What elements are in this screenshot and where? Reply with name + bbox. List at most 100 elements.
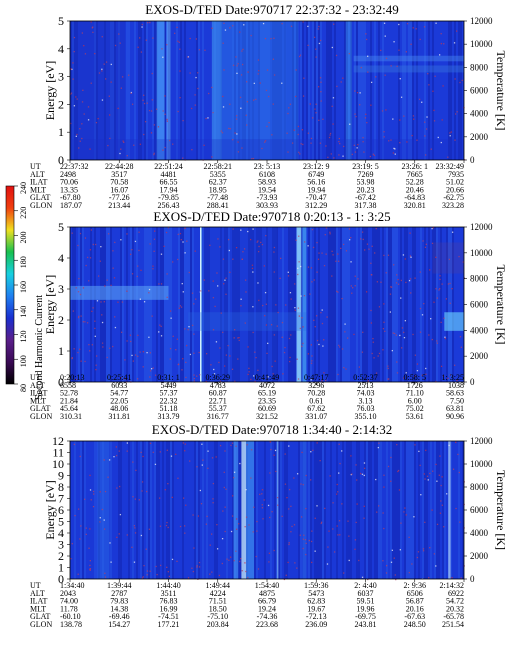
speckle (207, 467, 209, 469)
ephemeris-cell: 2498 (60, 170, 76, 179)
spectrogram-stripe (366, 441, 368, 579)
ephemeris-cell: 66.79 (258, 597, 276, 606)
speckle (359, 472, 362, 475)
speckle (143, 133, 145, 136)
y-right-tick-label: 4000 (470, 528, 489, 538)
spectrogram-stripe (166, 227, 168, 382)
speckle (119, 42, 121, 44)
speckle (289, 356, 291, 359)
spectrogram-stripe (264, 441, 266, 579)
speckle (191, 324, 194, 327)
speckle (296, 358, 298, 360)
speckle (397, 283, 400, 285)
ephemeris-cell: -77.26 (109, 193, 130, 202)
speckle (120, 87, 122, 89)
speckle (198, 351, 200, 354)
speckle (362, 136, 364, 139)
speckle (267, 342, 269, 345)
ephemeris-cell: 331.07 (305, 412, 327, 421)
speckle (435, 463, 437, 466)
spectrogram-stripe (196, 21, 198, 160)
speckle (268, 95, 270, 98)
speckle (254, 351, 256, 353)
spectrogram-stripe (98, 21, 100, 160)
speckle (335, 54, 338, 57)
speckle (119, 152, 121, 155)
speckle (338, 344, 340, 347)
ephemeris-cell: 54.77 (110, 389, 128, 398)
speckle (155, 565, 157, 568)
speckle (195, 298, 197, 300)
spectrogram-stripe (116, 441, 118, 579)
spectrogram-stripe (376, 441, 378, 579)
spectrogram-stripe (372, 227, 374, 382)
speckle (309, 103, 311, 105)
speckle (124, 378, 126, 380)
spectrogram-stripe (360, 441, 362, 579)
speckle (233, 329, 236, 331)
speckle (237, 337, 239, 339)
speckle (107, 476, 109, 478)
ephemeris-cell: 18.95 (209, 185, 227, 194)
spectrogram-stripe (228, 441, 230, 579)
speckle (456, 379, 458, 382)
spectrogram-stripe (380, 441, 382, 579)
speckle (410, 292, 412, 294)
speckle (177, 110, 179, 113)
speckle (153, 250, 155, 253)
speckle (159, 525, 162, 527)
spectrogram-stripe (104, 227, 106, 382)
speckle (79, 538, 81, 540)
spectrogram-hband (353, 65, 464, 73)
spectrogram-stripe (268, 441, 270, 579)
speckle (307, 266, 310, 268)
speckle (159, 324, 161, 326)
spectrogram-stripe (100, 227, 102, 382)
speckle (110, 561, 112, 563)
speckle (294, 283, 296, 285)
spectrogram-stripe (116, 21, 118, 160)
speckle (331, 105, 333, 107)
spectrogram-stripe (372, 21, 374, 160)
speckle (284, 453, 286, 455)
spectrogram-stripe (306, 227, 308, 382)
speckle (421, 374, 423, 376)
speckle (72, 78, 74, 80)
speckle (277, 504, 279, 506)
spectrogram-band (200, 227, 202, 382)
ephemeris-cell: 1:54:40 (255, 581, 279, 590)
speckle (252, 271, 254, 273)
speckle (128, 74, 130, 76)
speckle (371, 274, 373, 276)
speckle (390, 456, 392, 459)
speckle (276, 325, 278, 327)
spectrogram-band (166, 21, 171, 160)
speckle (279, 277, 281, 279)
speckle (184, 328, 186, 330)
spectrogram-stripe (284, 227, 286, 382)
spectrogram-stripe (398, 441, 400, 579)
speckle (302, 95, 305, 97)
speckle (131, 354, 133, 357)
speckle (438, 289, 440, 291)
spectrogram-stripe (178, 441, 180, 579)
spectrogram-stripe (426, 441, 428, 579)
speckle (354, 539, 357, 541)
speckle (164, 146, 166, 149)
ephemeris-cell: 20.23 (357, 185, 375, 194)
speckle (336, 85, 338, 88)
speckle (77, 316, 80, 319)
spectrogram-band (201, 227, 277, 382)
speckle (441, 476, 443, 478)
speckle (243, 248, 246, 250)
speckle (152, 265, 154, 267)
spectrogram-stripe (90, 227, 92, 382)
spectrogram-stripe (278, 441, 280, 579)
speckle (129, 334, 132, 336)
spectrogram-stripe (120, 21, 122, 160)
spectrogram-stripe (138, 21, 140, 160)
speckle (222, 510, 224, 512)
